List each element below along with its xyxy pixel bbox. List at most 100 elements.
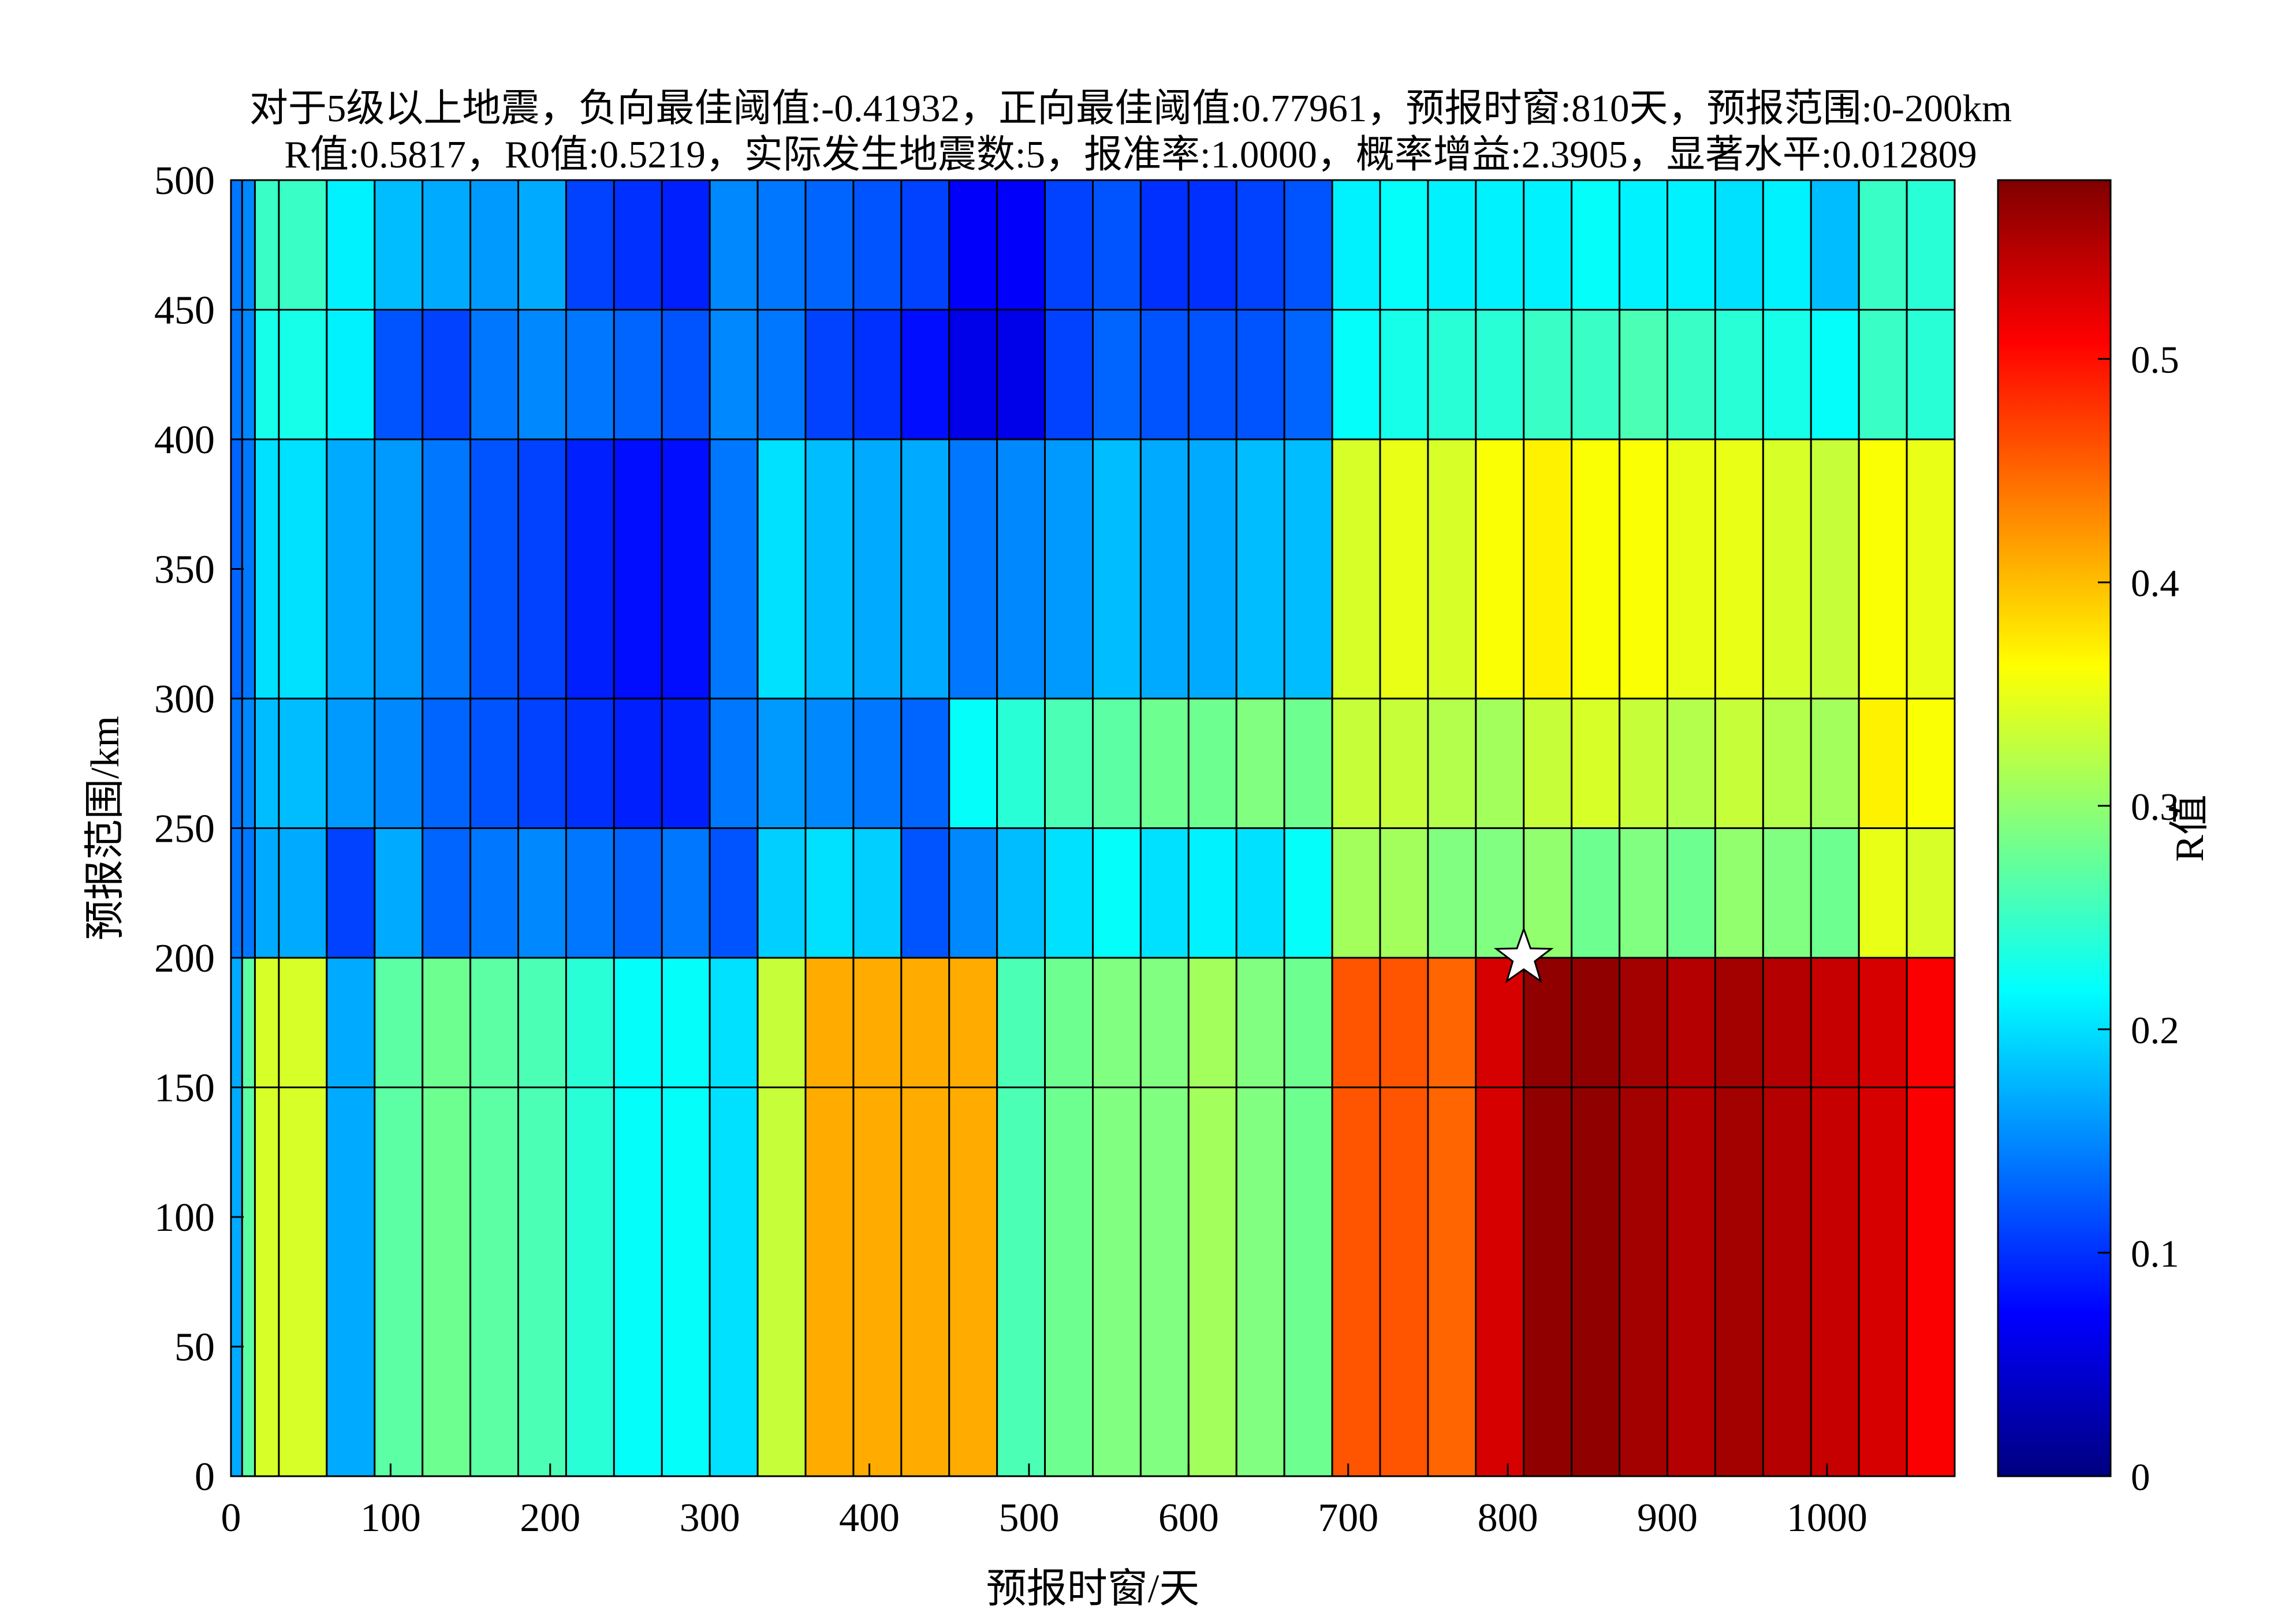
heatmap-cell	[1187, 827, 1237, 959]
heatmap-cell	[1092, 1087, 1142, 1477]
heatmap-cell	[517, 438, 567, 700]
heatmap-cell	[756, 438, 807, 700]
heatmap-cell	[1044, 179, 1094, 311]
heatmap-cell	[517, 957, 567, 1088]
heatmap-cell	[1906, 1087, 1956, 1477]
heatmap-cell	[613, 697, 663, 829]
heatmap-cell	[1714, 957, 1764, 1088]
heatmap-cell	[278, 827, 328, 959]
colorbar-tick-label: 0.4	[2131, 562, 2179, 605]
colorbar-tick-label: 0.2	[2131, 1009, 2179, 1052]
heatmap-cell	[230, 697, 243, 829]
heatmap-cell	[1235, 309, 1285, 440]
heatmap-cell	[1475, 438, 1525, 700]
heatmap-cell	[1714, 438, 1764, 700]
heatmap-cell	[278, 309, 328, 440]
heatmap-cell	[1523, 309, 1573, 440]
heatmap-cell	[1810, 438, 1860, 700]
heatmap-cell	[1619, 697, 1668, 829]
heatmap-cell	[1427, 1087, 1477, 1477]
heatmap-cell	[900, 827, 950, 959]
heatmap-cell	[756, 957, 807, 1088]
heatmap-cell	[422, 957, 472, 1088]
heatmap-cell	[517, 309, 567, 440]
heatmap-cell	[1235, 957, 1285, 1088]
heatmap-cell	[1714, 697, 1764, 829]
heatmap-cell	[756, 697, 807, 829]
heatmap-cell	[1331, 438, 1381, 700]
heatmap-cell	[254, 697, 280, 829]
heatmap-cell	[804, 827, 855, 959]
heatmap-cell	[254, 179, 280, 311]
y-tick-label: 200	[154, 936, 215, 981]
heatmap-cell	[709, 1087, 759, 1477]
heatmap-cell	[1619, 179, 1668, 311]
y-axis-label: 预报范围/km	[83, 716, 128, 940]
heatmap-cell	[1858, 309, 1908, 440]
heatmap-cell	[1523, 1087, 1573, 1477]
heatmap-cell	[1283, 957, 1333, 1088]
heatmap-cell	[709, 957, 759, 1088]
heatmap-cell	[254, 827, 280, 959]
y-tick-label: 100	[154, 1196, 215, 1240]
heatmap-cell	[1571, 309, 1621, 440]
heatmap-cell	[1762, 1087, 1812, 1477]
y-tick-label: 250	[154, 807, 215, 852]
heatmap-cell	[804, 697, 855, 829]
heatmap-cell	[996, 827, 1046, 959]
heatmap-cell	[1762, 957, 1812, 1088]
x-tick-label: 500	[998, 1496, 1059, 1540]
heatmap-cell	[661, 179, 711, 311]
heatmap-cell	[1858, 438, 1908, 700]
heatmap-cell	[756, 179, 807, 311]
heatmap-cell	[1379, 827, 1429, 959]
heatmap-cell	[1762, 827, 1812, 959]
heatmap-cell	[1714, 827, 1764, 959]
heatmap-cell	[374, 309, 424, 440]
colorbar	[1997, 179, 2112, 1477]
heatmap-cell	[1044, 438, 1094, 700]
x-axis-label: 预报时窗/天	[986, 1567, 1199, 1611]
heatmap-cell	[1714, 309, 1764, 440]
heatmap-cell	[900, 957, 950, 1088]
heatmap-cell	[852, 438, 903, 700]
heatmap-cell	[469, 697, 519, 829]
heatmap-cell	[1139, 957, 1190, 1088]
heatmap-cell	[1283, 697, 1333, 829]
y-tick-label: 0	[195, 1455, 215, 1499]
heatmap-cell	[422, 309, 472, 440]
heatmap-cell	[1523, 827, 1573, 959]
heatmap-cell	[278, 957, 328, 1088]
heatmap-cell	[1427, 827, 1477, 959]
heatmap-cell	[1187, 957, 1237, 1088]
heatmap-cell	[1906, 179, 1956, 311]
heatmap-cell	[804, 179, 855, 311]
heatmap-cell	[1044, 309, 1094, 440]
heatmap-cell	[1714, 1087, 1764, 1477]
heatmap-cell	[1523, 179, 1573, 311]
best-point-layer	[1493, 926, 1554, 984]
heatmap-cell	[1187, 438, 1237, 700]
heatmap-cell	[1858, 179, 1908, 311]
heatmap-cell	[278, 697, 328, 829]
x-tick-label: 0	[221, 1496, 241, 1540]
heatmap-cell	[1283, 438, 1333, 700]
heatmap-cell	[1331, 697, 1381, 829]
heatmap-cell	[709, 309, 759, 440]
heatmap-cell	[1810, 309, 1860, 440]
heatmap-cell	[326, 1087, 376, 1477]
heatmap-cell	[374, 957, 424, 1088]
heatmap-cell	[852, 309, 903, 440]
heatmap-cell	[1331, 309, 1381, 440]
heatmap-cell	[422, 438, 472, 700]
heatmap-cell	[1139, 1087, 1190, 1477]
heatmap-cell	[1475, 827, 1525, 959]
heatmap-cell	[241, 1087, 256, 1477]
heatmap-cell	[756, 309, 807, 440]
heatmap-cell	[1044, 697, 1094, 829]
heatmap-cell	[1092, 957, 1142, 1088]
heatmap-cell	[1187, 309, 1237, 440]
heatmap-cell	[1762, 309, 1812, 440]
colorbar-tick-label: 0.1	[2131, 1233, 2179, 1275]
heatmap-cell	[1523, 697, 1573, 829]
